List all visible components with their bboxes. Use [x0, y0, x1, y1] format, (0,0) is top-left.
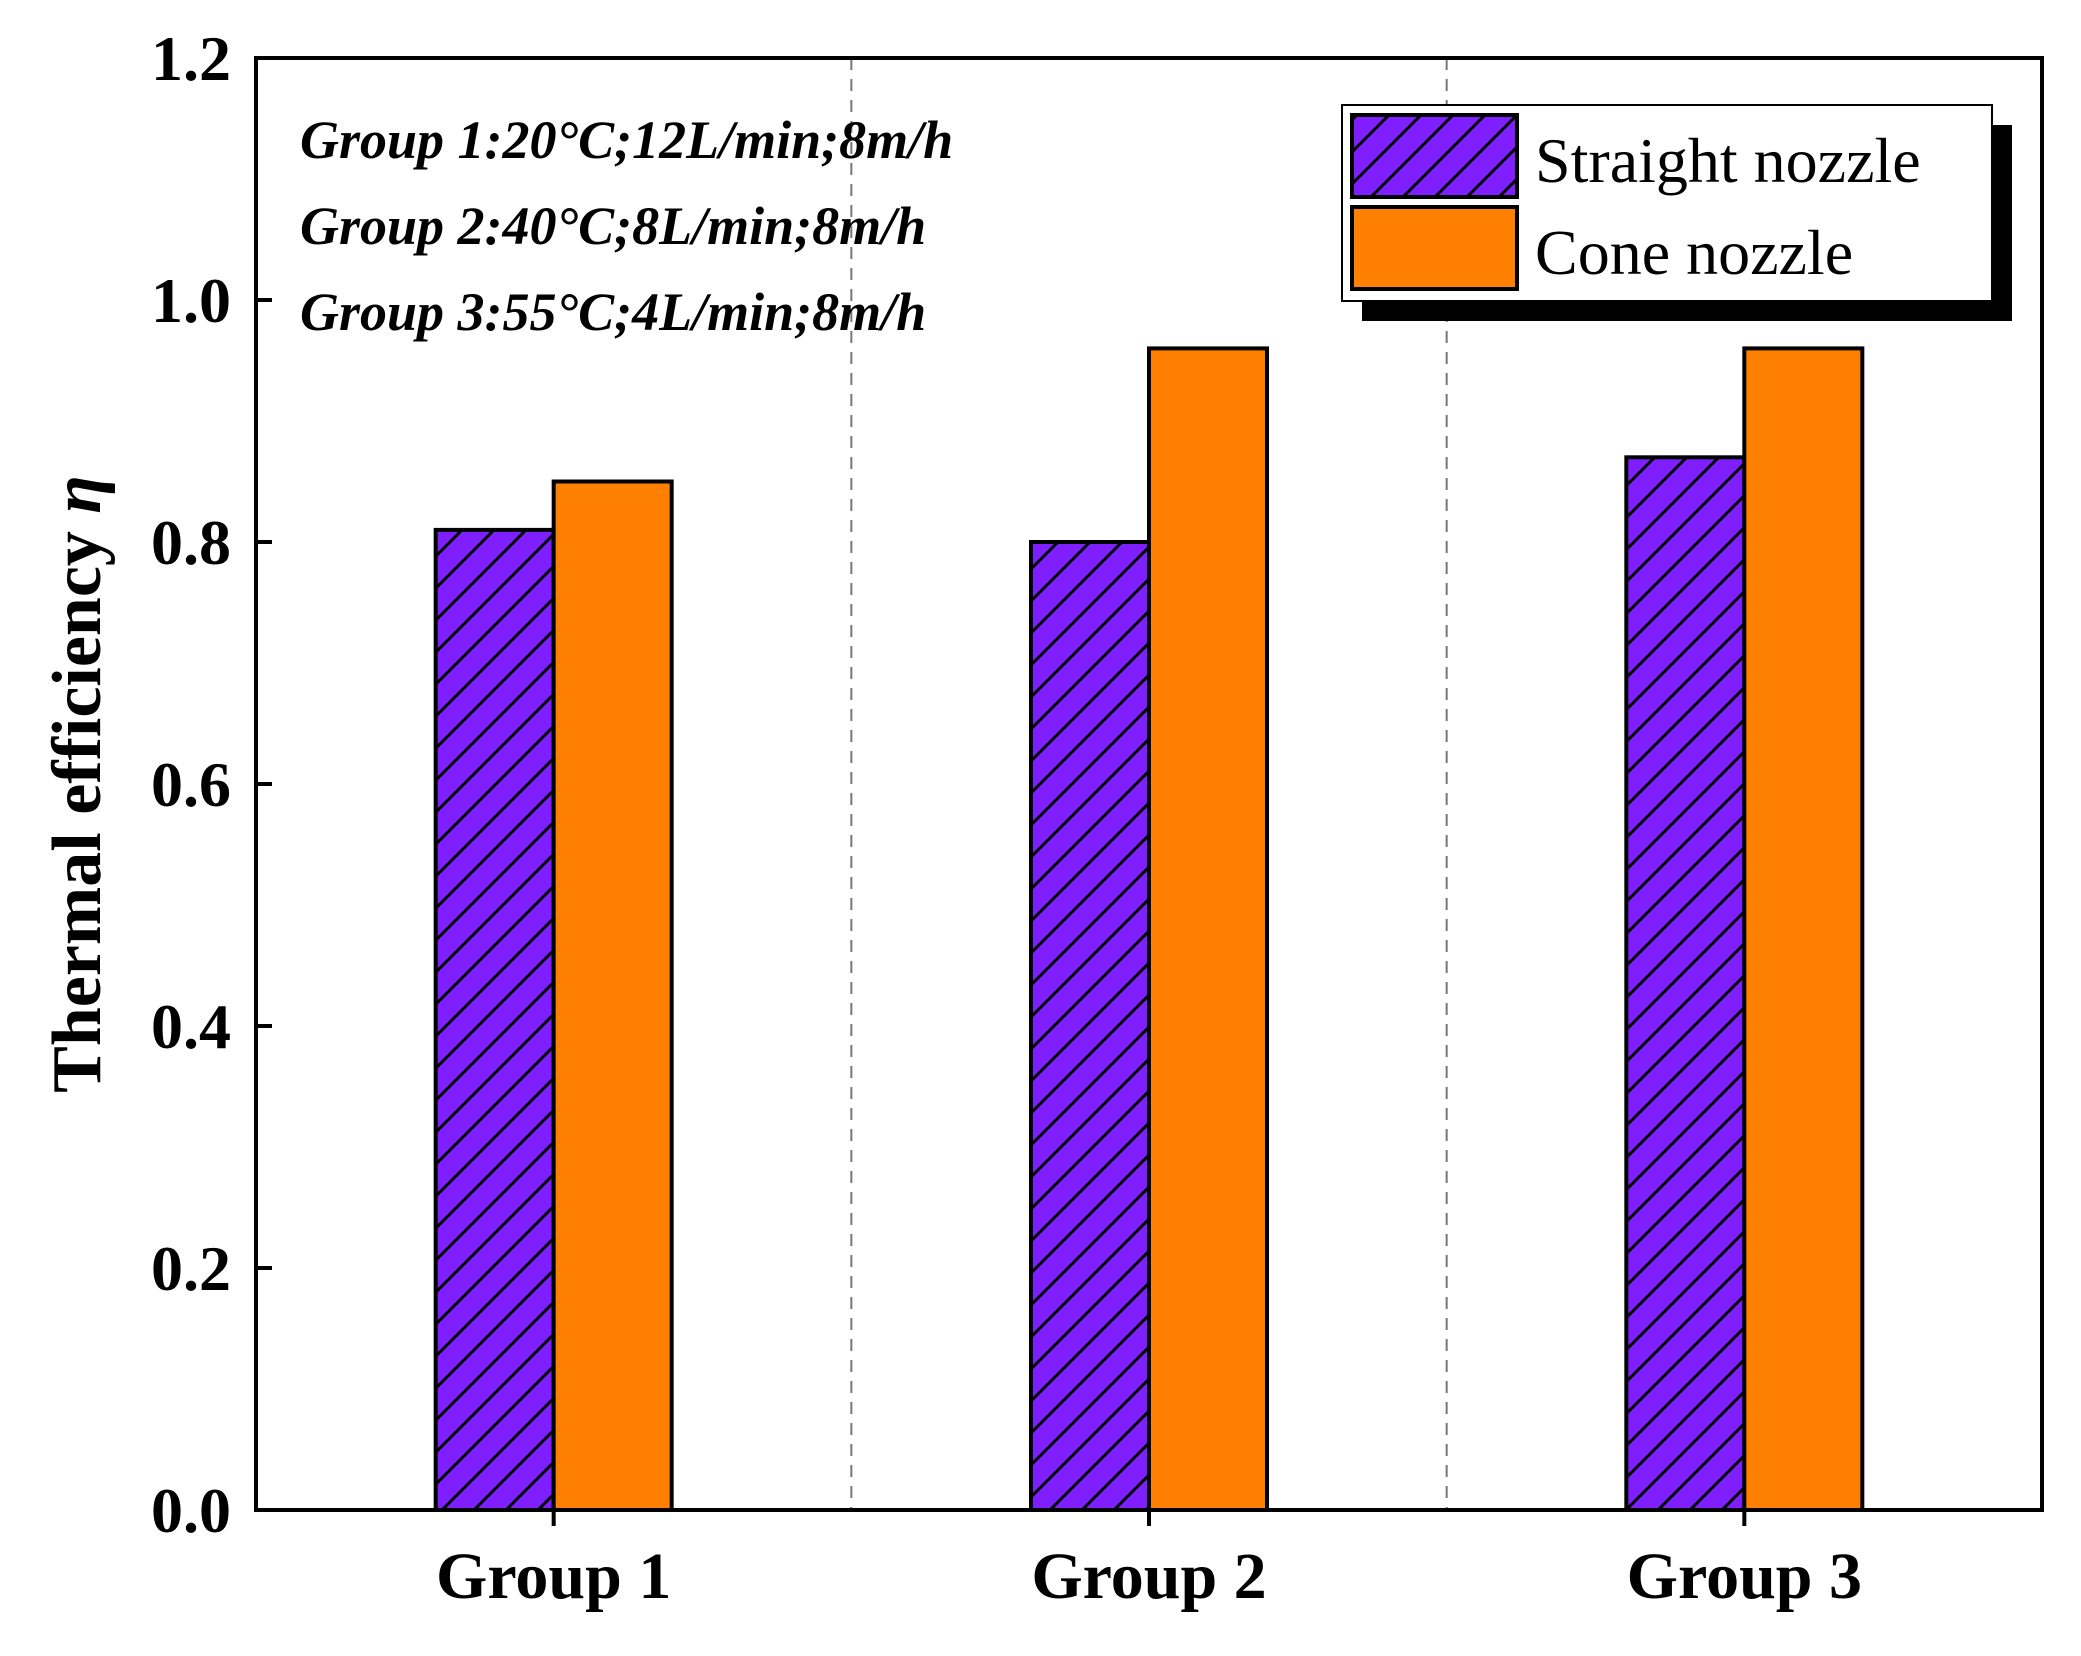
y-tick-label: 1.0 [151, 265, 231, 336]
condition-annotation-group-2: Group 2:40°C;8L/min;8m/h [300, 196, 926, 256]
y-axis-label-symbol: η [39, 475, 116, 513]
y-tick-label: 0.2 [151, 1233, 231, 1304]
y-axis-label: Thermal efficiency η [39, 475, 116, 1093]
y-tick-label: 0.8 [151, 507, 231, 578]
bar-straight-nozzle-group-1 [433, 527, 556, 1512]
y-tick-label: 0.6 [151, 749, 231, 820]
condition-annotation-group-1: Group 1:20°C;12L/min;8m/h [300, 110, 953, 170]
condition-annotations: Group 1:20°C;12L/min;8m/h Group 2:40°C;8L… [300, 110, 953, 342]
x-axis: Group 1 Group 2 Group 3 [436, 1510, 1862, 1613]
legend: Straight nozzle Cone nozzle [1341, 104, 2012, 321]
condition-annotation-group-3: Group 3:55°C;4L/min;8m/h [300, 282, 926, 342]
legend-swatch-straight-nozzle [1350, 113, 1519, 199]
x-tick-label-group-2: Group 2 [1031, 1540, 1266, 1613]
bars-layer [433, 346, 1865, 1512]
bar-cone-nozzle-group-2 [1147, 346, 1269, 1512]
bar-straight-nozzle-group-2 [1029, 540, 1151, 1512]
x-tick-label-group-1: Group 1 [436, 1540, 671, 1613]
y-tick-label: 1.2 [151, 23, 231, 94]
y-tick-label: 0.0 [151, 1475, 231, 1546]
y-axis-label-text: Thermal efficiency [39, 531, 116, 1093]
legend-label-straight-nozzle: Straight nozzle [1535, 125, 1921, 196]
legend-label-cone-nozzle: Cone nozzle [1535, 217, 1853, 288]
x-tick-label-group-3: Group 3 [1627, 1540, 1862, 1613]
y-tick-label: 0.4 [151, 991, 231, 1062]
bar-cone-nozzle-group-1 [551, 479, 674, 1512]
bar-straight-nozzle-group-3 [1624, 455, 1747, 1512]
bar-cone-nozzle-group-3 [1742, 346, 1865, 1512]
y-axis: 0.0 0.2 0.4 0.6 0.8 1.0 1.2 [151, 23, 272, 1546]
legend-swatch-cone-nozzle [1350, 205, 1519, 291]
